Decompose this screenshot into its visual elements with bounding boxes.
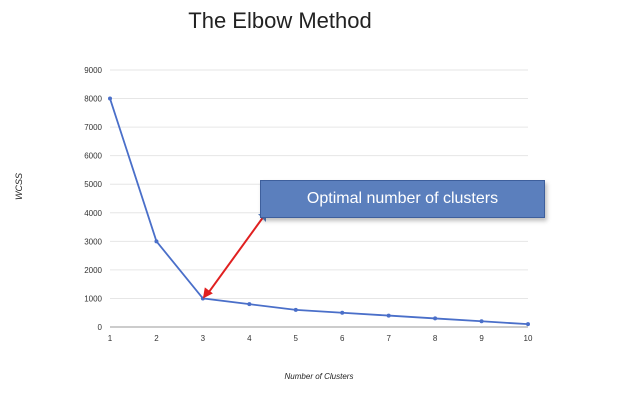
y-tick-label: 1000: [84, 294, 102, 303]
y-tick-label: 8000: [84, 95, 102, 104]
data-point: [293, 307, 298, 312]
tick-labels: 0 1000 2000 3000 4000 5000 6000 7000 8000 9000 1 2 3…: [84, 66, 533, 343]
x-tick-label: 8: [433, 334, 438, 343]
annotation-arrow-layer: [202, 215, 265, 299]
x-tick-label: 10: [524, 334, 533, 343]
series-line: [109, 98, 529, 326]
annotation-arrowhead: [202, 287, 213, 299]
x-tick-label: 9: [479, 334, 484, 343]
y-tick-label: 3000: [84, 237, 102, 246]
data-point: [479, 319, 484, 324]
x-tick-label: 5: [294, 334, 299, 343]
callout-notch: [258, 214, 266, 222]
annotation-arrow: [207, 215, 265, 295]
x-tick-label: 7: [386, 334, 391, 343]
data-point: [247, 302, 252, 307]
data-point: [154, 239, 159, 244]
x-tick-label: 1: [108, 334, 113, 343]
annotation-callout: Optimal number of clusters: [260, 180, 545, 218]
x-tick-label: 6: [340, 334, 345, 343]
y-axis-label: WCSS: [14, 173, 24, 200]
y-tick-label: 6000: [84, 152, 102, 161]
data-point: [526, 322, 530, 327]
y-tick-label: 0: [98, 323, 103, 332]
y-tick-label: 2000: [84, 266, 102, 275]
x-axis-label: Number of Clusters: [284, 372, 354, 381]
data-point: [108, 96, 112, 101]
data-point: [386, 313, 391, 318]
y-tick-label: 4000: [84, 209, 102, 218]
chart-title: The Elbow Method: [188, 8, 372, 33]
y-tick-label: 9000: [84, 66, 102, 75]
y-tick-label: 7000: [84, 123, 102, 132]
data-point: [340, 310, 345, 315]
x-tick-label: 3: [201, 334, 206, 343]
y-tick-label: 5000: [84, 180, 102, 189]
x-tick-label: 4: [247, 334, 252, 343]
data-point: [433, 316, 438, 321]
x-tick-label: 2: [154, 334, 159, 343]
